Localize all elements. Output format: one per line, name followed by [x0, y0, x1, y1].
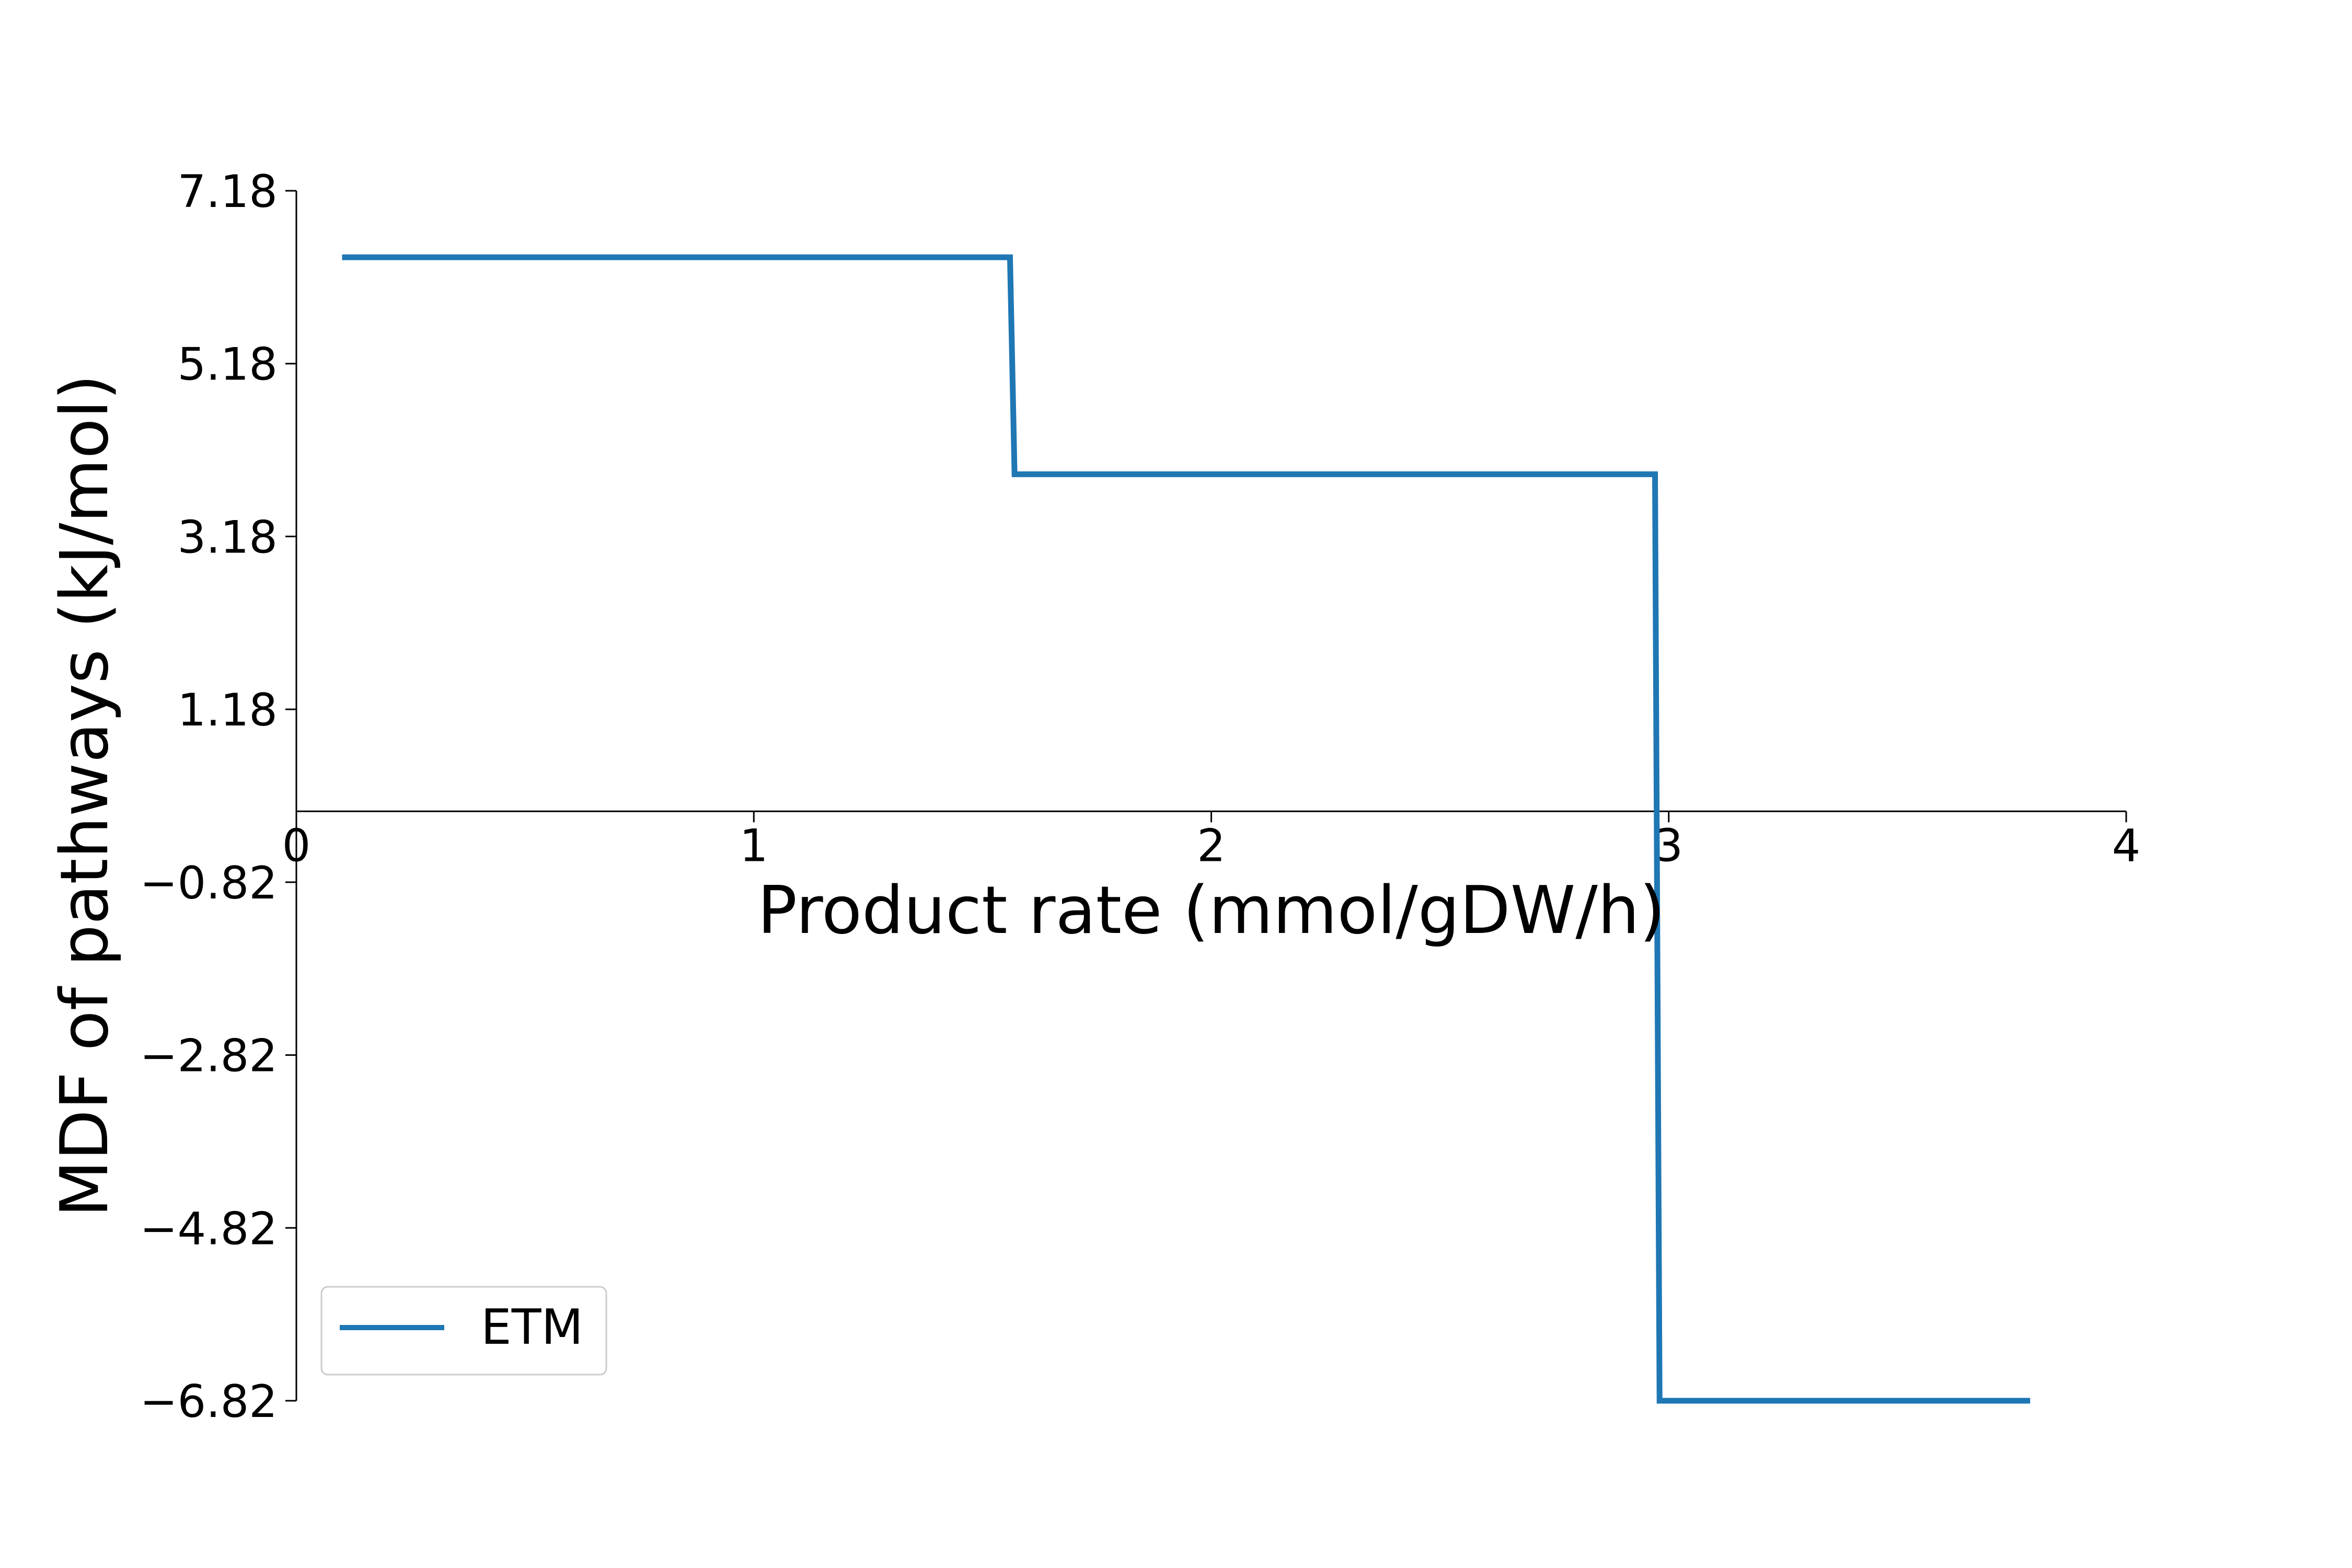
legend-label-etm: ETM [481, 1299, 583, 1355]
y-tick-label: −6.82 [140, 1376, 278, 1428]
y-tick-label: −0.82 [140, 857, 278, 909]
y-axis-title: MDF of pathways (kJ/mol) [46, 374, 123, 1217]
y-tick-label: 7.18 [178, 166, 278, 218]
legend: ETM [320, 1286, 607, 1376]
x-tick-label: 4 [2112, 820, 2141, 872]
y-tick-label: −4.82 [140, 1203, 278, 1255]
legend-box [320, 1286, 607, 1376]
x-axis-title: Product rate (mmol/gDW/h) [757, 872, 1665, 949]
x-tick-label: 1 [740, 820, 768, 872]
x-tick-label: 2 [1197, 820, 1226, 872]
series-line-etm [342, 254, 2031, 1404]
y-tick-label: 1.18 [178, 684, 278, 736]
y-tick-label: −2.82 [140, 1030, 278, 1082]
plot-area [342, 254, 2031, 1404]
y-axis-ticks: 7.18 5.18 3.18 1.18 −0.82 −2.82 −4.82 −6.82 [140, 166, 296, 1428]
y-tick-label: 3.18 [178, 511, 278, 563]
x-tick-label: 0 [282, 820, 311, 872]
y-tick-label: 5.18 [178, 339, 278, 391]
